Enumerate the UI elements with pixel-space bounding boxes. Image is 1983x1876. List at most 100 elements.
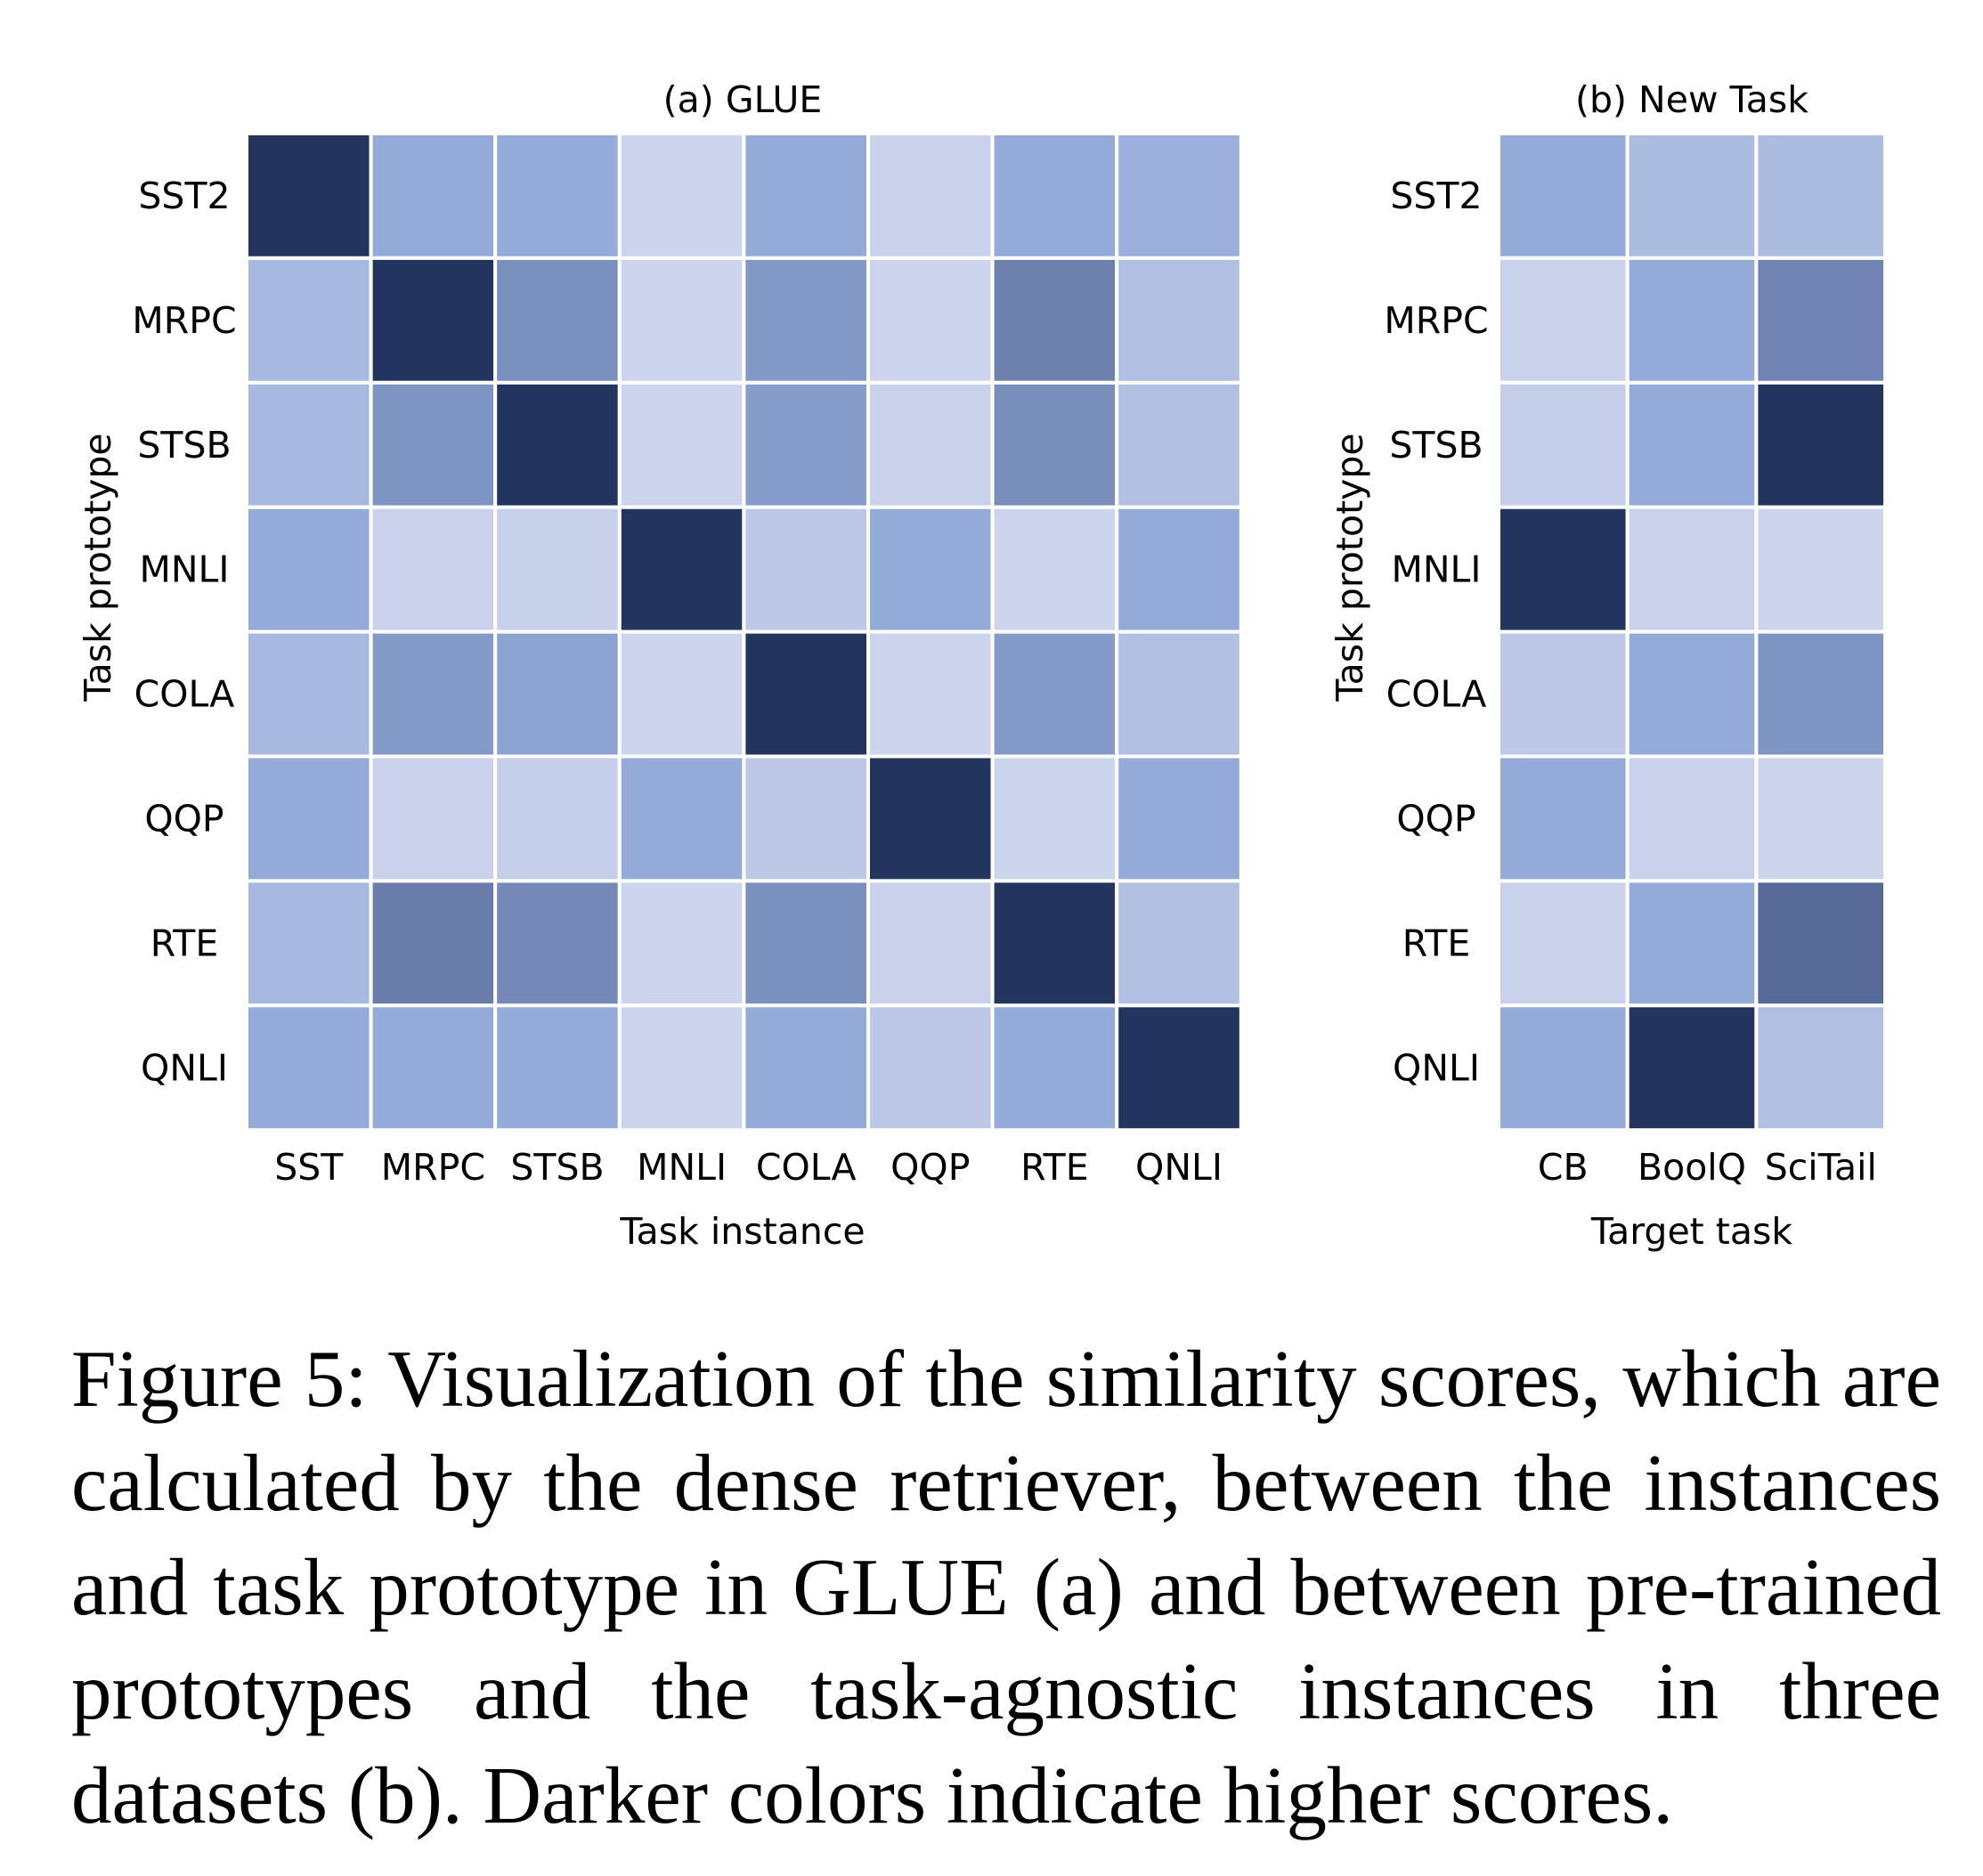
heatmap-cell-qnli-qnli — [1115, 1003, 1243, 1133]
heatmap-cell-qqp-sst — [245, 754, 373, 883]
heatmap-cell-mrpc-qnli — [1115, 256, 1243, 385]
heatmap-cell-stsb-qnli — [1115, 380, 1243, 509]
x-tick-label: STSB — [510, 1146, 604, 1189]
heatmap-cell-cola-boolq — [1625, 629, 1759, 759]
panel-b-x-axis-title: Target task — [1590, 1210, 1792, 1253]
x-tick-label: QNLI — [1135, 1146, 1223, 1189]
x-tick-label: COLA — [756, 1146, 857, 1189]
heatmap-cell-mrpc-cola — [742, 256, 871, 385]
heatmap-cell-mnli-mrpc — [369, 505, 498, 634]
heatmap-cell-qnli-qqp — [866, 1003, 995, 1133]
heatmap-cell-mnli-cb — [1497, 505, 1629, 634]
panel-a-y-axis-title: Task prototype — [77, 433, 119, 702]
heatmap-cell-mrpc-cb — [1497, 256, 1629, 385]
heatmap-cell-qnli-sst — [245, 1003, 373, 1133]
heatmap-cell-qnli-scitail — [1754, 1003, 1888, 1133]
heatmap-cell-mnli-qqp — [866, 505, 995, 634]
heatmap-cell-mrpc-sst — [245, 256, 373, 385]
y-tick-label: RTE — [1402, 922, 1470, 964]
heatmap-glue: (a) GLUE SST2MRPCSTSBMNLICOLAQQPRTEQNLI … — [77, 78, 1243, 1253]
heatmap-cell-stsb-rte — [990, 380, 1119, 509]
panel-b-y-ticks: SST2 MRPC STSB MNLI COLA QQP RTE QNLI — [1384, 175, 1488, 1089]
x-tick-label: SciTail — [1765, 1146, 1877, 1189]
heatmap-cell-sst2-cola — [742, 132, 871, 260]
heatmap-cell-mrpc-boolq — [1625, 256, 1759, 385]
heatmap-cell-rte-mrpc — [369, 879, 498, 1008]
heatmap-cell-stsb-stsb — [493, 380, 622, 509]
heatmap-cell-stsb-cb — [1497, 380, 1629, 509]
heatmap-cell-rte-cb — [1497, 879, 1629, 1008]
heatmap-cell-rte-cola — [742, 879, 871, 1008]
heatmap-cell-mrpc-stsb — [493, 256, 622, 385]
y-tick-label: QQP — [1396, 798, 1475, 841]
heatmap-cell-sst2-qnli — [1115, 132, 1243, 260]
heatmap-cell-stsb-mnli — [617, 380, 746, 509]
heatmap-cell-mnli-sst — [245, 505, 373, 634]
panel-a-title: (a) GLUE — [663, 78, 823, 121]
heatmap-cell-qnli-stsb — [493, 1003, 622, 1133]
heatmap-cell-rte-rte — [990, 879, 1119, 1008]
y-tick-label: MNLI — [140, 548, 230, 591]
heatmap-cell-mrpc-mrpc — [369, 256, 498, 385]
panel-b-y-axis-title: Task prototype — [1329, 433, 1371, 702]
heatmap-cell-mrpc-mnli — [617, 256, 746, 385]
heatmap-cell-qqp-stsb — [493, 754, 622, 883]
heatmap-cell-cola-qqp — [866, 629, 995, 759]
figure-caption: Figure 5: Visualization of the similarit… — [71, 1334, 1941, 1840]
panel-a-x-ticks: SST MRPC STSB MNLI COLA QQP RTE QNLI — [274, 1146, 1223, 1189]
heatmap-cell-sst2-boolq — [1625, 132, 1759, 260]
heatmap-cell-sst2-qqp — [866, 132, 995, 260]
x-tick-label: MRPC — [381, 1146, 485, 1189]
x-tick-label: BoolQ — [1638, 1146, 1746, 1189]
heatmap-new-task: (b) New Task SST2 MRPC STSB MNLI COLA QQP RTE Q… — [1329, 78, 1888, 1253]
heatmap-cell-mrpc-qqp — [866, 256, 995, 385]
heatmap-cell-rte-qnli — [1115, 879, 1243, 1008]
heatmap-cell-mrpc-scitail — [1754, 256, 1888, 385]
y-tick-label: RTE — [150, 922, 218, 964]
panel-b-cells — [1497, 132, 1888, 1133]
heatmap-cell-mnli-mnli — [617, 505, 746, 634]
heatmap-cell-stsb-qqp — [866, 380, 995, 509]
figure-heatmaps: (a) GLUE SST2MRPCSTSBMNLICOLAQQPRTEQNLI … — [77, 78, 1888, 1253]
x-tick-label: CB — [1538, 1146, 1589, 1189]
heatmap-cell-rte-mnli — [617, 879, 746, 1008]
heatmap-cell-sst2-scitail — [1754, 132, 1888, 260]
panel-b-title: (b) New Task — [1575, 78, 1808, 121]
heatmap-cell-qqp-mnli — [617, 754, 746, 883]
heatmap-cell-stsb-scitail — [1754, 380, 1888, 509]
y-tick-label: COLA — [134, 673, 235, 716]
heatmap-cell-sst2-cb — [1497, 132, 1629, 260]
y-tick-label: STSB — [137, 424, 231, 467]
y-tick-label: QNLI — [1393, 1046, 1480, 1089]
heatmap-cell-cola-mrpc — [369, 629, 498, 759]
heatmap-cell-sst2-mrpc — [369, 132, 498, 260]
y-tick-label: STSB — [1389, 424, 1483, 467]
heatmap-cell-stsb-sst — [245, 380, 373, 509]
panel-a-x-axis-title: Task instance — [619, 1210, 865, 1253]
y-tick-label: COLA — [1386, 673, 1487, 716]
heatmap-cell-mnli-scitail — [1754, 505, 1888, 634]
heatmap-cell-stsb-cola — [742, 380, 871, 509]
heatmap-cell-rte-sst — [245, 879, 373, 1008]
heatmap-cell-mnli-boolq — [1625, 505, 1759, 634]
heatmap-cell-qqp-rte — [990, 754, 1119, 883]
y-tick-label: QQP — [144, 798, 223, 841]
heatmap-cell-qnli-mrpc — [369, 1003, 498, 1133]
heatmap-cell-cola-rte — [990, 629, 1119, 759]
panel-a-y-ticks: SST2 MRPC STSB MNLI COLA QQP RTE QNLI — [132, 175, 236, 1089]
heatmap-cell-cola-qnli — [1115, 629, 1243, 759]
x-tick-label: MNLI — [637, 1146, 727, 1189]
heatmap-cell-cola-mnli — [617, 629, 746, 759]
heatmap-cell-qqp-qnli — [1115, 754, 1243, 883]
y-tick-label: MNLI — [1392, 548, 1482, 591]
y-tick-label: SST2 — [1390, 175, 1482, 217]
heatmap-cell-qqp-mrpc — [369, 754, 498, 883]
y-tick-label: SST2 — [138, 175, 230, 217]
heatmap-cell-cola-cola — [742, 629, 871, 759]
heatmap-cell-cola-sst — [245, 629, 373, 759]
heatmap-cell-sst2-stsb — [493, 132, 622, 260]
heatmap-cell-mnli-cola — [742, 505, 871, 634]
x-tick-label: QQP — [890, 1146, 970, 1189]
heatmap-cell-mrpc-rte — [990, 256, 1119, 385]
heatmap-cell-qnli-rte — [990, 1003, 1119, 1133]
